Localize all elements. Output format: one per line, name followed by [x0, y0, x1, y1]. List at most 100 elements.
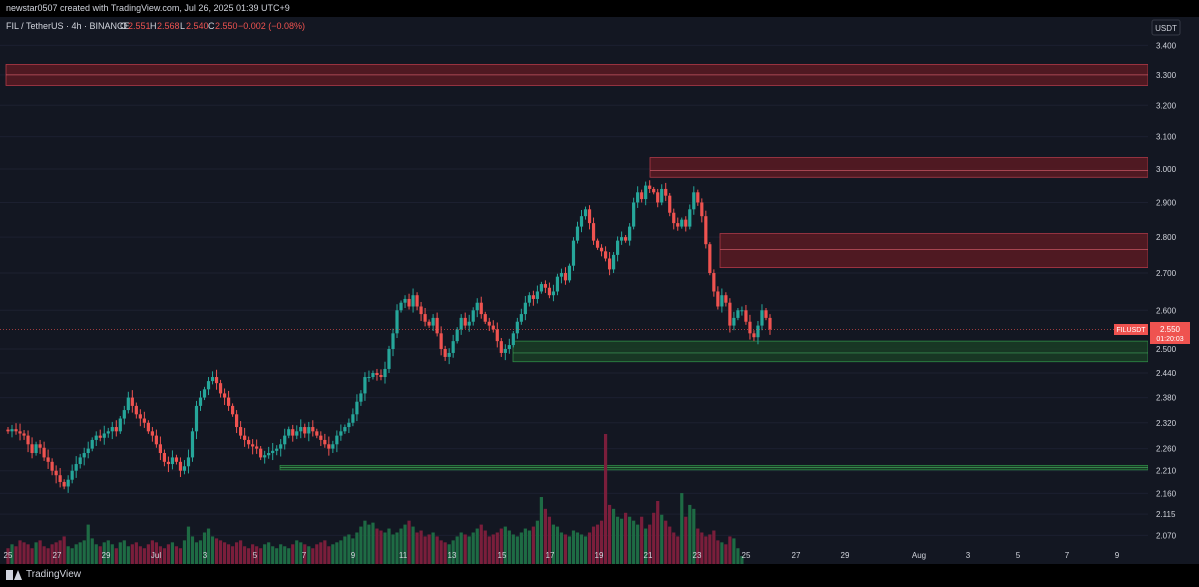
candle-body[interactable]	[543, 284, 548, 288]
candle-body[interactable]	[214, 377, 219, 384]
price-chart[interactable]: 3.400 3.300 3.200 3.100 3.000 2.900 2.800 2.700…	[0, 17, 1199, 564]
candle-body[interactable]	[267, 453, 271, 456]
candle-body[interactable]	[495, 329, 499, 342]
candle-body[interactable]	[527, 295, 531, 303]
candle-body[interactable]	[387, 349, 391, 369]
candle-body[interactable]	[467, 321, 471, 326]
candle-body[interactable]	[150, 431, 154, 436]
candle-body[interactable]	[624, 237, 628, 241]
candle-body[interactable]	[154, 435, 158, 445]
candle-body[interactable]	[371, 372, 375, 378]
candle-body[interactable]	[535, 291, 539, 299]
candle-body[interactable]	[70, 470, 74, 480]
candle-body[interactable]	[591, 223, 596, 241]
candle-body[interactable]	[50, 461, 54, 471]
candle-body[interactable]	[732, 317, 736, 326]
candle-body[interactable]	[335, 435, 339, 445]
candle-body[interactable]	[58, 475, 62, 482]
candle-body[interactable]	[14, 429, 18, 432]
candle-body[interactable]	[42, 447, 46, 458]
candle-body[interactable]	[571, 240, 576, 266]
candle-body[interactable]	[343, 427, 347, 432]
candle-body[interactable]	[423, 314, 427, 322]
candle-layer[interactable]	[6, 180, 772, 493]
price-axis[interactable]: 3.400 3.300 3.200 3.100 3.000 2.900 2.800 2.700…	[1148, 17, 1199, 564]
candle-body[interactable]	[744, 310, 748, 322]
candle-body[interactable]	[439, 333, 443, 349]
candle-body[interactable]	[94, 435, 98, 440]
candle-body[interactable]	[648, 185, 652, 189]
candle-body[interactable]	[315, 431, 319, 436]
candle-body[interactable]	[210, 377, 215, 382]
candle-body[interactable]	[748, 321, 752, 334]
candle-body[interactable]	[411, 295, 415, 307]
candle-body[interactable]	[38, 444, 42, 448]
candle-body[interactable]	[90, 439, 94, 449]
candle-body[interactable]	[507, 345, 511, 349]
candle-body[interactable]	[299, 427, 303, 432]
candle-body[interactable]	[142, 418, 146, 423]
candle-body[interactable]	[407, 298, 411, 307]
candle-body[interactable]	[218, 383, 223, 394]
candle-body[interactable]	[283, 435, 287, 445]
candle-body[interactable]	[628, 226, 632, 241]
candle-body[interactable]	[251, 444, 255, 447]
candle-body[interactable]	[279, 444, 283, 449]
candle-body[interactable]	[78, 457, 82, 465]
candle-body[interactable]	[379, 375, 383, 378]
candle-body[interactable]	[271, 450, 275, 454]
candle-body[interactable]	[483, 314, 487, 322]
candle-body[interactable]	[708, 244, 712, 274]
candle-body[interactable]	[431, 317, 435, 326]
candle-body[interactable]	[134, 405, 138, 415]
candle-body[interactable]	[178, 461, 183, 471]
candle-body[interactable]	[367, 377, 371, 379]
candle-body[interactable]	[736, 310, 740, 318]
candle-body[interactable]	[499, 341, 503, 353]
candle-body[interactable]	[447, 352, 451, 357]
candle-body[interactable]	[579, 216, 584, 227]
chart-area[interactable]: 3.400 3.300 3.200 3.100 3.000 2.900 2.800 2.700…	[0, 17, 1199, 564]
candle-body[interactable]	[399, 302, 403, 311]
candle-body[interactable]	[66, 479, 70, 487]
candle-body[interactable]	[263, 455, 267, 458]
candle-body[interactable]	[106, 431, 110, 434]
candle-body[interactable]	[724, 295, 728, 303]
candle-body[interactable]	[375, 372, 379, 376]
candle-body[interactable]	[30, 444, 34, 454]
candle-body[interactable]	[471, 310, 475, 322]
candle-body[interactable]	[652, 188, 656, 193]
candle-body[interactable]	[756, 325, 760, 338]
candle-body[interactable]	[347, 422, 351, 428]
candle-body[interactable]	[415, 295, 419, 307]
candle-body[interactable]	[303, 427, 307, 434]
candle-body[interactable]	[672, 212, 676, 224]
candle-body[interactable]	[551, 291, 556, 296]
candle-body[interactable]	[26, 435, 30, 445]
candle-body[interactable]	[319, 435, 323, 440]
candle-body[interactable]	[291, 429, 295, 436]
candle-body[interactable]	[764, 310, 768, 318]
candle-body[interactable]	[620, 237, 624, 241]
candle-body[interactable]	[487, 321, 491, 326]
candle-body[interactable]	[287, 429, 291, 436]
candle-body[interactable]	[463, 317, 467, 326]
candle-body[interactable]	[138, 414, 142, 419]
candle-body[interactable]	[363, 377, 367, 394]
candle-body[interactable]	[174, 457, 179, 462]
candle-body[interactable]	[644, 185, 648, 200]
candle-body[interactable]	[575, 226, 580, 241]
candle-body[interactable]	[712, 273, 716, 292]
candle-body[interactable]	[419, 306, 423, 315]
candle-body[interactable]	[511, 333, 515, 346]
candle-body[interactable]	[611, 254, 616, 270]
candle-body[interactable]	[559, 273, 564, 277]
candle-body[interactable]	[451, 341, 455, 353]
tradingview-logo[interactable]: TradingView	[6, 569, 81, 580]
candle-body[interactable]	[222, 393, 227, 398]
candle-body[interactable]	[54, 470, 58, 476]
candle-body[interactable]	[427, 321, 431, 326]
candle-body[interactable]	[668, 195, 672, 213]
candle-body[interactable]	[555, 276, 560, 292]
candle-body[interactable]	[632, 202, 636, 227]
